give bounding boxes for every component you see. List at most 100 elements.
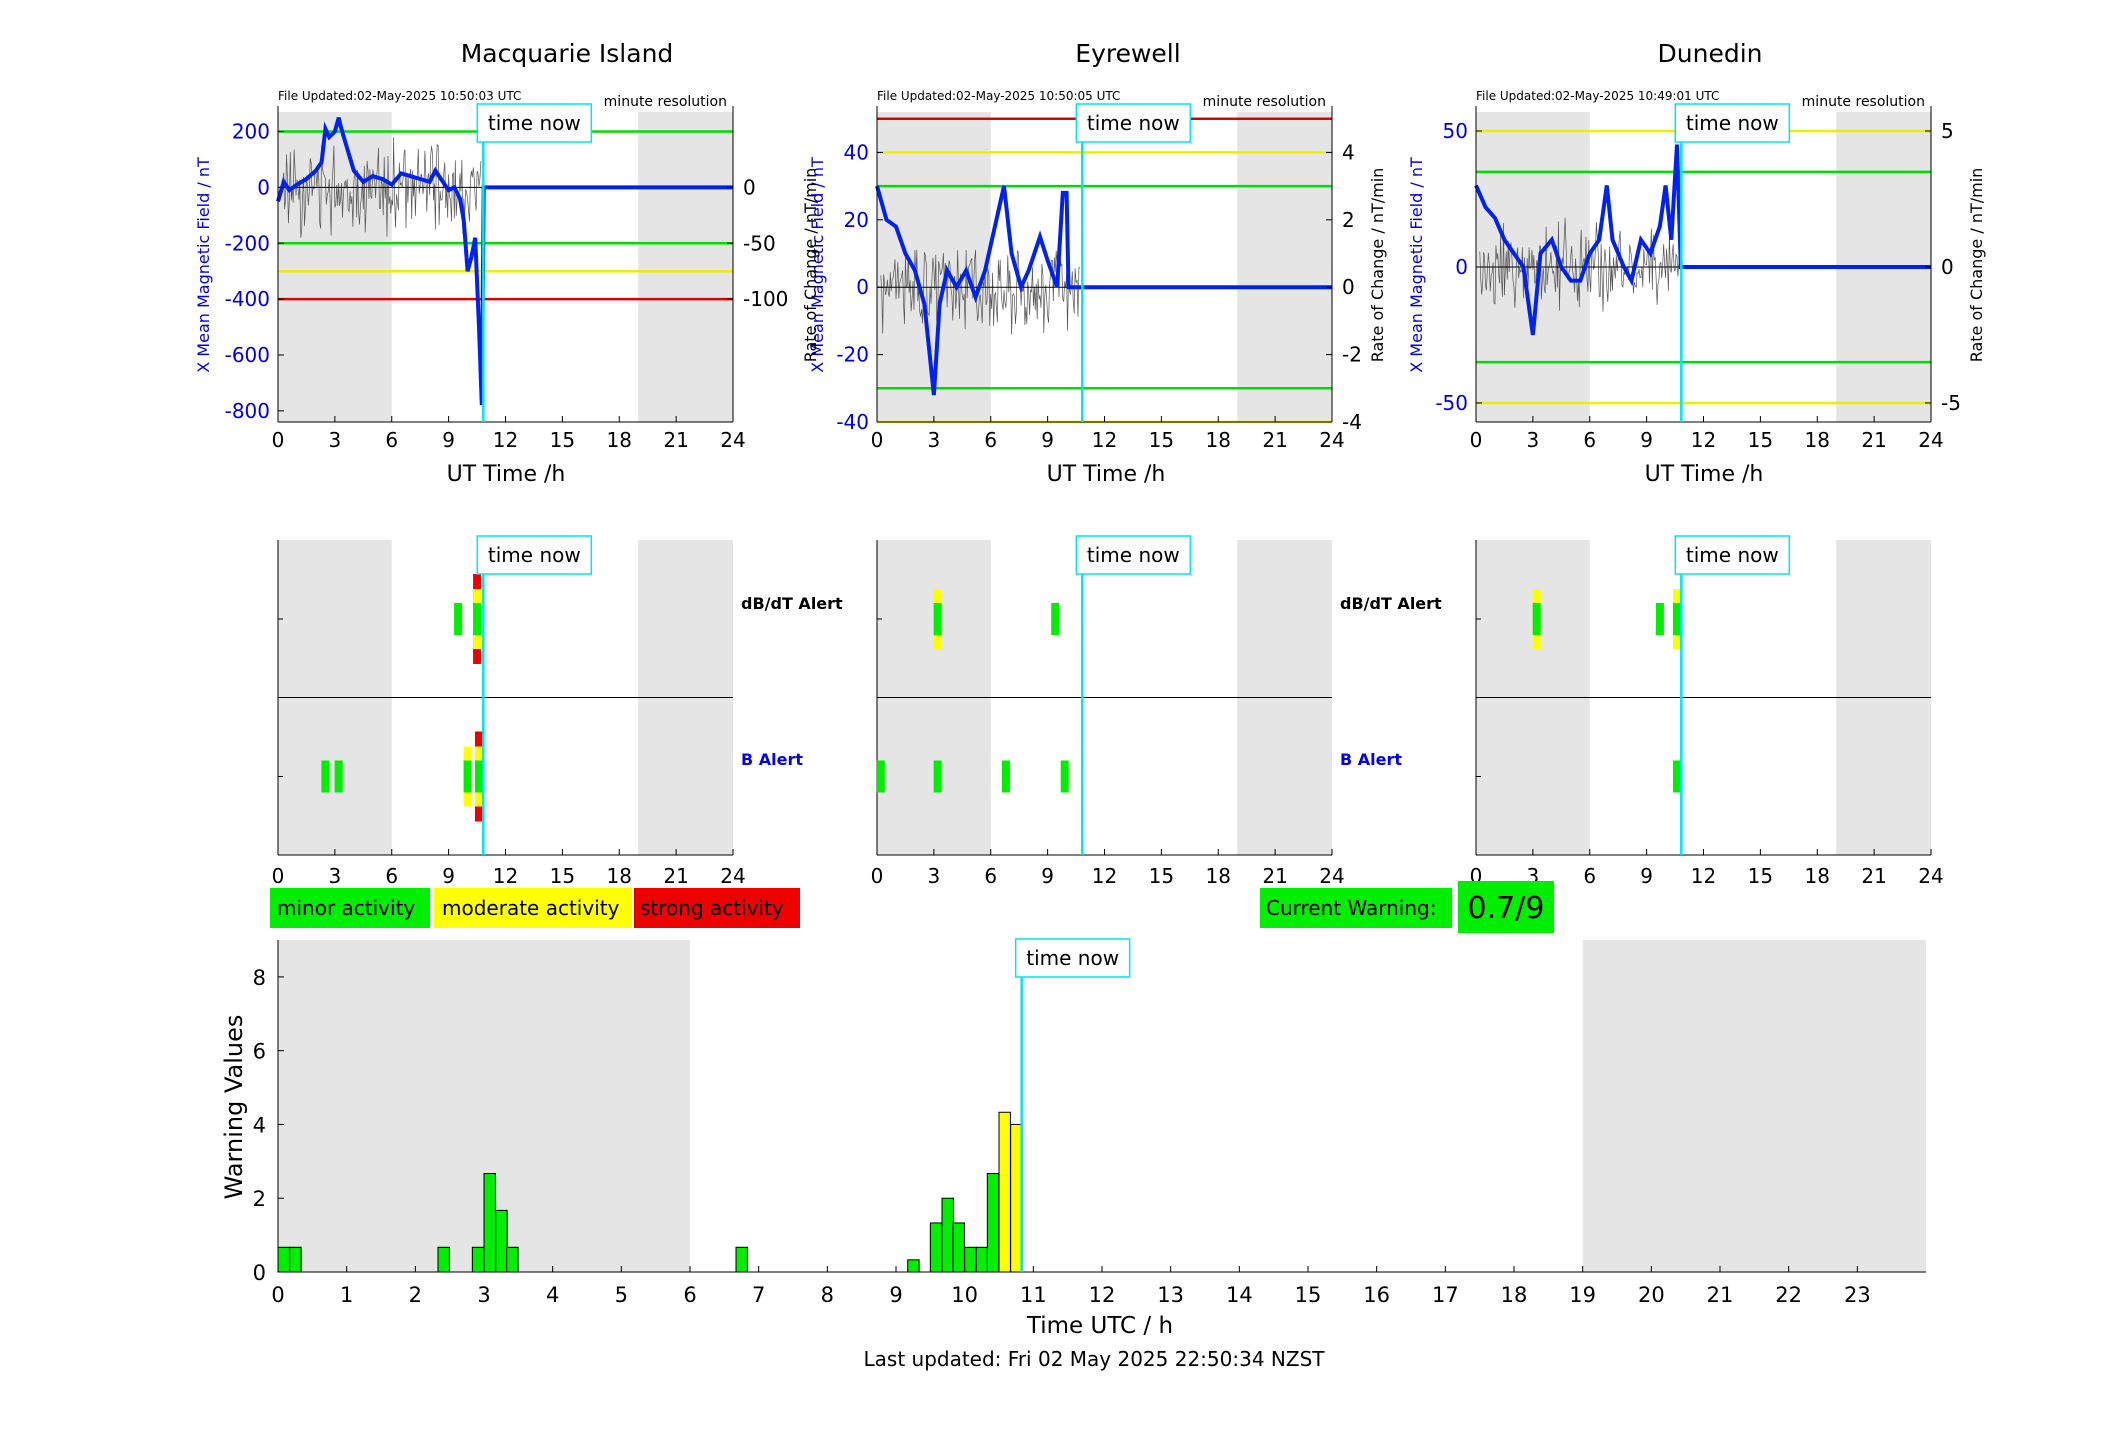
x-tick-label: 18 (1805, 864, 1830, 888)
last-updated: Last updated: Fri 02 May 2025 22:50:34 N… (864, 1347, 1326, 1371)
legend-label: moderate activity (442, 896, 620, 920)
time-now-label: time now (1087, 543, 1180, 567)
b-field-trace (276, 117, 733, 406)
left-tick-label: -800 (225, 399, 270, 423)
histogram-x-tick-label: 4 (546, 1283, 559, 1307)
histogram-x-tick-label: 14 (1226, 1283, 1253, 1307)
x-tick-label: 21 (1861, 428, 1886, 452)
x-axis-label: UT Time /h (1645, 462, 1764, 487)
histogram-x-tick-label: 7 (752, 1283, 765, 1307)
x-tick-label: 24 (1918, 428, 1943, 452)
right-tick-label: -4 (1342, 410, 1362, 434)
time-now-box (1674, 535, 1791, 575)
x-tick-label: 9 (1041, 864, 1054, 888)
histogram-x-tick-label: 0 (271, 1283, 284, 1307)
histogram-x-tick-label: 13 (1157, 1283, 1184, 1307)
histogram-y-tick-label: 6 (253, 1040, 266, 1064)
legend-label: strong activity (640, 896, 784, 920)
right-tick-label: 0 (1941, 255, 1954, 279)
current-warning-value-box (1458, 881, 1554, 933)
rate-of-change-trace (1479, 217, 1680, 312)
left-tick-label: 200 (232, 120, 270, 144)
time-now-box (1075, 103, 1192, 143)
x-axis-label: UT Time /h (447, 462, 566, 487)
night-shade (1237, 112, 1332, 422)
x-tick-label: 3 (1527, 428, 1540, 452)
warning-bar (964, 1246, 977, 1273)
x-tick-label: 0 (871, 864, 884, 888)
x-tick-label: 9 (442, 428, 455, 452)
file-updated-label: File Updated:02-May-2025 10:49:01 UTC (1476, 89, 1719, 103)
warning-bar (483, 1173, 496, 1273)
warning-bar (437, 1246, 450, 1273)
right-tick-label: -50 (743, 231, 776, 255)
file-updated-label: File Updated:02-May-2025 10:50:05 UTC (877, 89, 1120, 103)
x-tick-label: 24 (720, 428, 745, 452)
histogram-x-tick-label: 12 (1089, 1283, 1116, 1307)
histogram-x-label: Time UTC / h (1026, 1313, 1173, 1339)
left-tick-label: -200 (225, 231, 270, 255)
warning-bar (1010, 1123, 1023, 1273)
x-tick-label: 24 (720, 864, 745, 888)
x-tick-label: 9 (442, 864, 455, 888)
warning-bar (929, 1222, 943, 1273)
x-tick-label: 24 (1319, 428, 1344, 452)
x-tick-label: 3 (928, 428, 941, 452)
histogram-x-tick-label: 23 (1844, 1283, 1871, 1307)
histogram-y-tick-label: 8 (253, 966, 266, 990)
warning-bar (289, 1246, 302, 1273)
histogram-x-tick-label: 21 (1707, 1283, 1734, 1307)
x-tick-label: 12 (493, 864, 518, 888)
x-tick-label: 12 (493, 428, 518, 452)
left-tick-label: 40 (844, 140, 869, 164)
station-title: Eyrewell (1075, 39, 1180, 68)
legend-swatch-moderate (434, 888, 632, 928)
resolution-label: minute resolution (604, 94, 727, 110)
rate-of-change-trace (880, 249, 1081, 335)
b-alert-bar-minor (334, 760, 343, 793)
warning-bar (277, 1246, 290, 1273)
x-tick-label: 9 (1640, 428, 1653, 452)
x-tick-label: 15 (1149, 864, 1174, 888)
time-now-box (476, 103, 593, 143)
current-warning-box (1260, 888, 1452, 928)
warning-bar (907, 1259, 920, 1273)
time-now-box (476, 535, 593, 575)
db-alert-bar-minor (1655, 603, 1664, 635)
warning-bar (975, 1246, 989, 1273)
left-tick-label: 0 (1455, 255, 1468, 279)
b-field-trace (875, 185, 1332, 396)
night-shade (1582, 940, 1926, 1272)
b-alert-label: B Alert (741, 750, 803, 769)
x-tick-label: 6 (984, 864, 997, 888)
x-tick-label: 18 (607, 428, 632, 452)
x-axis-label: UT Time /h (1047, 462, 1166, 487)
right-axis-label: Rate of Change / nT/min (1368, 168, 1387, 363)
b-alert-bar-minor (321, 760, 330, 793)
left-axis-label: X Mean Magnetic Field / nT (194, 157, 213, 373)
x-tick-label: 3 (329, 428, 342, 452)
right-tick-label: 4 (1342, 140, 1355, 164)
histogram-x-tick-label: 18 (1501, 1283, 1528, 1307)
x-tick-label: 21 (663, 864, 688, 888)
time-now-label: time now (1686, 111, 1779, 135)
histogram-x-tick-label: 6 (683, 1283, 696, 1307)
right-tick-label: 5 (1941, 119, 1954, 143)
time-now-label: time now (1026, 946, 1119, 970)
warning-bar (471, 1246, 485, 1273)
x-tick-label: 18 (1206, 428, 1231, 452)
legend-swatch-strong (634, 888, 800, 928)
time-now-box (1674, 103, 1791, 143)
x-tick-label: 21 (1262, 428, 1287, 452)
warning-bar (506, 1246, 519, 1273)
time-now-label: time now (1087, 111, 1180, 135)
right-tick-label: -100 (743, 287, 788, 311)
warning-bar (986, 1173, 1000, 1273)
x-tick-label: 15 (550, 864, 575, 888)
db-alert-bar-minor (1051, 603, 1060, 635)
db-alert-label: dB/dT Alert (741, 594, 843, 613)
x-tick-label: 6 (385, 428, 398, 452)
station-title: Dunedin (1658, 39, 1763, 68)
time-now-label: time now (1686, 543, 1779, 567)
current-warning-label: Current Warning: (1266, 896, 1436, 920)
